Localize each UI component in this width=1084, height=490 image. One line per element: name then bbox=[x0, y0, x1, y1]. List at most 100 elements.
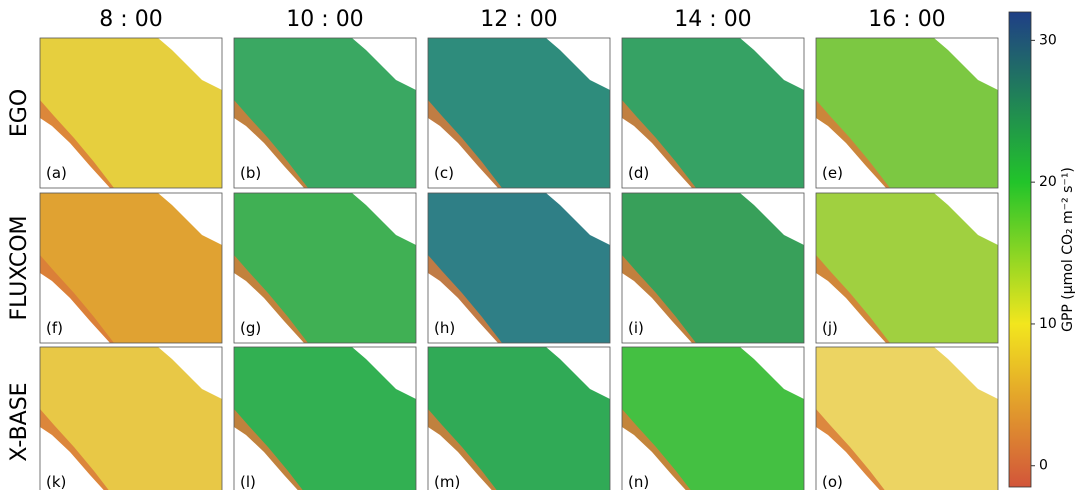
map bbox=[622, 347, 804, 490]
map-panel: (m) bbox=[427, 346, 611, 490]
map-panel: (l) bbox=[233, 346, 417, 490]
panel-label: (k) bbox=[46, 473, 66, 490]
land bbox=[40, 193, 222, 343]
andes bbox=[40, 255, 114, 343]
map-panel: (e) bbox=[815, 37, 999, 189]
andes bbox=[40, 100, 114, 188]
panel-frame bbox=[621, 346, 805, 490]
pacific bbox=[428, 118, 498, 188]
panel-frame bbox=[815, 192, 999, 344]
panel-label: (o) bbox=[822, 473, 843, 490]
pacific bbox=[234, 118, 304, 188]
panel-frame bbox=[233, 37, 417, 189]
map bbox=[40, 193, 222, 343]
land bbox=[622, 347, 804, 490]
panel-frame bbox=[39, 346, 223, 490]
colorbar-tick-label: 20 bbox=[1039, 174, 1057, 190]
andes bbox=[816, 409, 885, 490]
pacific bbox=[622, 118, 692, 188]
andes bbox=[428, 255, 502, 343]
andes bbox=[816, 255, 890, 343]
map bbox=[40, 347, 222, 490]
panel-frame bbox=[233, 192, 417, 344]
map bbox=[428, 193, 610, 343]
andes bbox=[234, 409, 303, 490]
land bbox=[234, 347, 416, 490]
panel-frame bbox=[427, 37, 611, 189]
pacific bbox=[622, 427, 686, 490]
andes bbox=[622, 409, 691, 490]
pacific bbox=[816, 273, 886, 343]
pacific bbox=[816, 427, 880, 490]
land bbox=[816, 347, 998, 490]
land bbox=[234, 193, 416, 343]
map-panel: (c) bbox=[427, 37, 611, 189]
panel-frame bbox=[621, 192, 805, 344]
andes bbox=[428, 100, 502, 188]
land bbox=[816, 193, 998, 343]
pacific bbox=[40, 273, 110, 343]
colorbar-tick-label: 0 bbox=[1039, 458, 1048, 474]
panel-frame bbox=[815, 37, 999, 189]
pacific bbox=[428, 427, 492, 490]
map bbox=[234, 193, 416, 343]
panel-frame bbox=[815, 346, 999, 490]
map-panel: (n) bbox=[621, 346, 805, 490]
map bbox=[816, 38, 998, 188]
column-title: 8 : 00 bbox=[99, 7, 162, 32]
panel-frame bbox=[621, 37, 805, 189]
land bbox=[428, 193, 610, 343]
map bbox=[428, 347, 610, 490]
land bbox=[622, 193, 804, 343]
pacific bbox=[234, 273, 304, 343]
land bbox=[816, 38, 998, 188]
colorbar-tick-label: 30 bbox=[1039, 32, 1057, 48]
land bbox=[234, 38, 416, 188]
andes bbox=[234, 100, 308, 188]
panel-label: (f) bbox=[46, 319, 63, 337]
land bbox=[622, 38, 804, 188]
andes bbox=[622, 100, 696, 188]
land bbox=[428, 38, 610, 188]
map-panel: (d) bbox=[621, 37, 805, 189]
map-panel: (o) bbox=[815, 346, 999, 490]
panel-frame bbox=[427, 192, 611, 344]
colorbar bbox=[1008, 11, 1032, 488]
panel-label: (g) bbox=[240, 319, 261, 337]
map-panel: (b) bbox=[233, 37, 417, 189]
pacific bbox=[40, 118, 110, 188]
map bbox=[816, 193, 998, 343]
panel-frame bbox=[427, 346, 611, 490]
panel-label: (b) bbox=[240, 164, 261, 182]
row-label: X-BASE bbox=[7, 382, 32, 461]
panel-label: (h) bbox=[434, 319, 455, 337]
pacific bbox=[622, 273, 692, 343]
panel-label: (l) bbox=[240, 473, 256, 490]
map-panel: (k) bbox=[39, 346, 223, 490]
map-panel: (j) bbox=[815, 192, 999, 344]
pacific bbox=[40, 427, 104, 490]
map-panel: (h) bbox=[427, 192, 611, 344]
land bbox=[40, 38, 222, 188]
panel-frame bbox=[233, 346, 417, 490]
map bbox=[622, 193, 804, 343]
pacific bbox=[234, 427, 298, 490]
map bbox=[234, 347, 416, 490]
panel-label: (n) bbox=[628, 473, 649, 490]
map-panel: (f) bbox=[39, 192, 223, 344]
colorbar-label: GPP (μmol CO₂ m⁻² s⁻¹) bbox=[1060, 167, 1076, 332]
map bbox=[234, 38, 416, 188]
land bbox=[40, 347, 222, 490]
column-title: 10 : 00 bbox=[286, 7, 363, 32]
map bbox=[816, 347, 998, 490]
map bbox=[40, 38, 222, 188]
panel-label: (d) bbox=[628, 164, 649, 182]
andes bbox=[40, 409, 109, 490]
andes bbox=[622, 255, 696, 343]
map bbox=[428, 38, 610, 188]
pacific bbox=[816, 118, 886, 188]
land bbox=[428, 347, 610, 490]
pacific bbox=[428, 273, 498, 343]
panel-label: (m) bbox=[434, 473, 460, 490]
